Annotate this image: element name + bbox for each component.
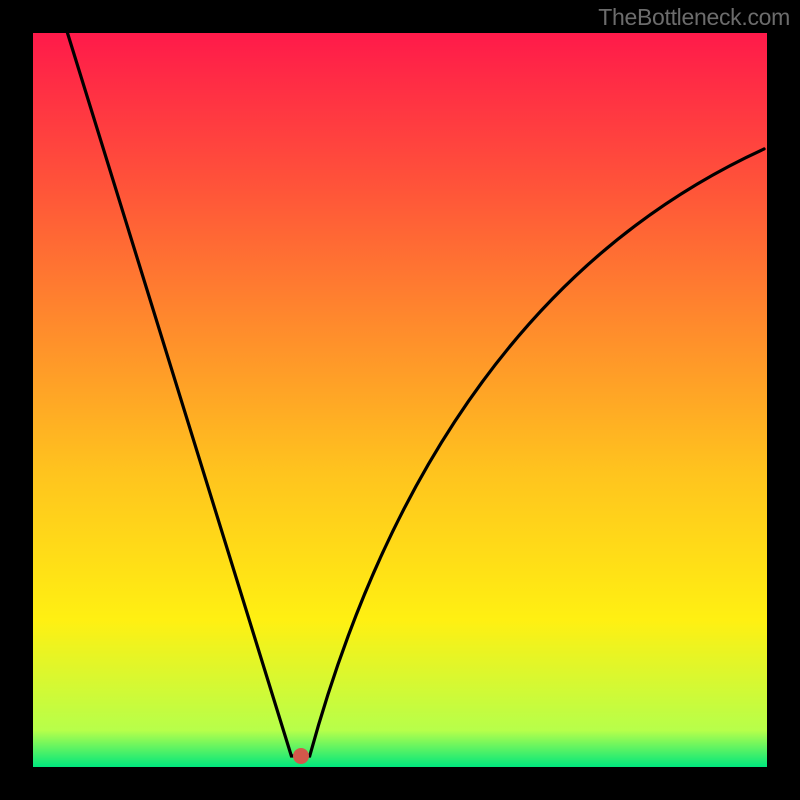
chart-stage: TheBottleneck.com	[0, 0, 800, 800]
plot-area	[33, 33, 767, 767]
bottleneck-curve	[67, 33, 764, 756]
watermark-label: TheBottleneck.com	[598, 4, 790, 31]
optimum-marker	[293, 748, 309, 764]
curve-layer	[33, 33, 767, 767]
